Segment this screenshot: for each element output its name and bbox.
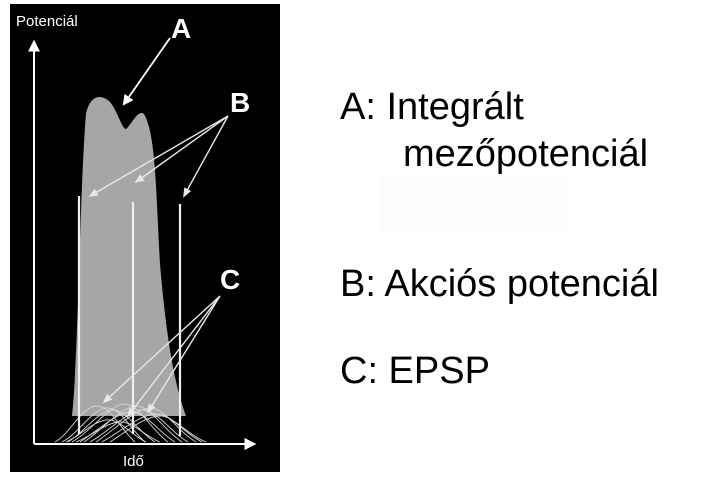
arrows-b <box>88 115 229 198</box>
field-potential-curve <box>72 97 186 416</box>
epsp-traces <box>54 403 207 443</box>
arrows-c <box>102 295 221 418</box>
legend-c-label: C: EPSP <box>340 350 490 392</box>
legend-a-label-continued: mezőpotenciál <box>403 133 649 175</box>
x-axis-label: Idő <box>123 453 144 470</box>
neural-potential-figure: Potenciál Idő A B C <box>10 4 280 472</box>
legend-b-label: B: Akciós potenciál <box>340 263 659 305</box>
axes <box>28 39 257 450</box>
blank-box <box>380 175 570 233</box>
legend-a-label: A: Integrált <box>340 86 524 128</box>
y-axis-label: Potenciál <box>16 13 78 30</box>
action-potential-spikes <box>77 196 182 436</box>
marker-a: A <box>171 13 191 44</box>
marker-b: B <box>230 87 250 118</box>
arrow-a <box>122 37 171 106</box>
marker-c: C <box>220 264 240 295</box>
